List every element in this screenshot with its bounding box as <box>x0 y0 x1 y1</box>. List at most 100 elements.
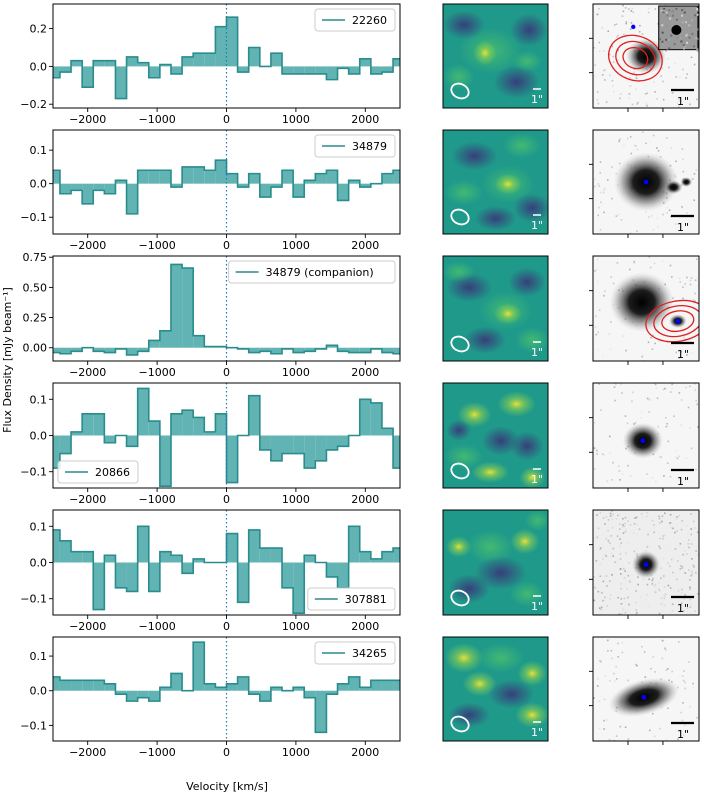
noise-speckle <box>605 537 607 540</box>
x-tick-label: 1000 <box>282 493 310 506</box>
noise-speckle <box>660 597 663 599</box>
noise-speckle <box>680 528 683 531</box>
noise-speckle <box>623 525 625 528</box>
noise-speckle <box>693 63 696 66</box>
spectrum-bin <box>359 183 371 188</box>
noise-speckle <box>593 697 595 699</box>
noise-speckle <box>678 277 681 279</box>
noise-speckle <box>651 348 654 350</box>
cutout-frame <box>592 255 700 362</box>
spectrum-bin <box>381 66 394 73</box>
noise-speckle <box>616 36 618 38</box>
image-scale-label: 1" <box>677 221 689 234</box>
noise-speckle <box>620 93 622 95</box>
y-tick-label: 0.1 <box>30 520 48 533</box>
noise-speckle <box>678 514 680 517</box>
noise-speckle <box>682 158 684 161</box>
spectrum-bin <box>315 690 327 733</box>
spectrum-bin <box>115 562 127 588</box>
spectrum-bin <box>348 180 360 184</box>
noise-speckle <box>666 462 669 465</box>
noise-speckle <box>608 333 611 335</box>
noise-speckle <box>649 729 651 732</box>
spectrum-bin <box>326 435 338 450</box>
noise-speckle <box>691 352 693 354</box>
noise-speckle <box>604 596 606 599</box>
spectrum-bin <box>53 347 60 353</box>
spectrum-bin <box>159 330 171 348</box>
noise-speckle <box>682 68 684 71</box>
noise-speckle <box>655 387 658 389</box>
noise-speckle <box>609 452 611 455</box>
noise-speckle <box>609 348 612 350</box>
noise-speckle <box>636 103 638 105</box>
noise-speckle <box>627 8 630 10</box>
noise-speckle <box>666 212 668 214</box>
x-tick-label: 0 <box>223 493 230 506</box>
noise-speckle <box>690 574 693 577</box>
noise-speckle <box>659 590 661 592</box>
noise-speckle <box>611 574 613 577</box>
noise-speckle <box>593 422 596 424</box>
noise-speckle <box>593 599 596 602</box>
noise-speckle <box>600 409 602 411</box>
noise-speckle <box>671 571 674 574</box>
noise-speckle <box>611 510 614 513</box>
noise-speckle <box>689 606 692 608</box>
noise-speckle <box>664 649 667 651</box>
cutout-frame <box>592 3 700 109</box>
noise-speckle <box>638 30 641 33</box>
noise-speckle <box>609 679 611 682</box>
map-frame <box>442 509 549 616</box>
beam-ellipse <box>450 715 470 733</box>
noise-speckle <box>662 388 665 391</box>
noise-speckle <box>687 542 690 545</box>
spectrum-bin <box>159 687 171 691</box>
noise-speckle <box>615 665 617 668</box>
position-marker <box>641 694 647 700</box>
noise-speckle <box>599 191 602 194</box>
noise-speckle <box>623 597 626 600</box>
spectrum-bin <box>293 347 305 353</box>
noise-speckle <box>678 392 681 394</box>
spectrum-bin <box>237 562 249 603</box>
noise-speckle <box>593 46 595 49</box>
noise-speckle <box>682 679 685 682</box>
spectrum-bin <box>337 183 349 201</box>
spectrum-panel-5: −2000 −1000 0 1000 2000 −0.1 0.0 0.1 307881 <box>20 509 401 633</box>
noise-speckle <box>686 73 688 75</box>
noise-speckle <box>600 591 603 594</box>
noise-speckle <box>654 591 657 593</box>
noise-speckle <box>697 553 699 556</box>
inset-noise <box>690 19 693 22</box>
inset-noise <box>662 43 665 46</box>
noise-speckle <box>634 144 637 147</box>
noise-speckle <box>671 383 673 386</box>
noise-speckle <box>622 532 625 534</box>
noise-speckle <box>593 270 596 272</box>
noise-speckle <box>684 572 687 574</box>
noise-speckle <box>671 670 673 673</box>
cutout-frame <box>592 382 700 489</box>
noise-speckle <box>628 97 630 99</box>
spectrum-bin <box>248 529 260 563</box>
y-tick-label: −0.1 <box>20 593 47 606</box>
map-emission <box>457 401 492 428</box>
noise-speckle <box>667 562 669 564</box>
spectrum-bin <box>381 551 394 563</box>
beam-ellipse <box>450 462 470 480</box>
noise-speckle <box>606 585 608 587</box>
spectrum-bin <box>348 676 360 691</box>
inset-noise <box>671 14 674 17</box>
inset-noise <box>661 31 664 34</box>
spectrum-bin <box>170 673 183 691</box>
noise-speckle <box>683 336 685 338</box>
noise-speckle <box>627 596 629 599</box>
y-tick-label: 0.0 <box>30 178 48 191</box>
noise-speckle <box>623 144 625 147</box>
line-map-3: 1" <box>442 255 549 362</box>
noise-speckle <box>596 536 599 539</box>
inset-noise <box>681 21 684 24</box>
spectrum-bin <box>293 562 305 614</box>
spectrum-bin <box>359 347 371 353</box>
